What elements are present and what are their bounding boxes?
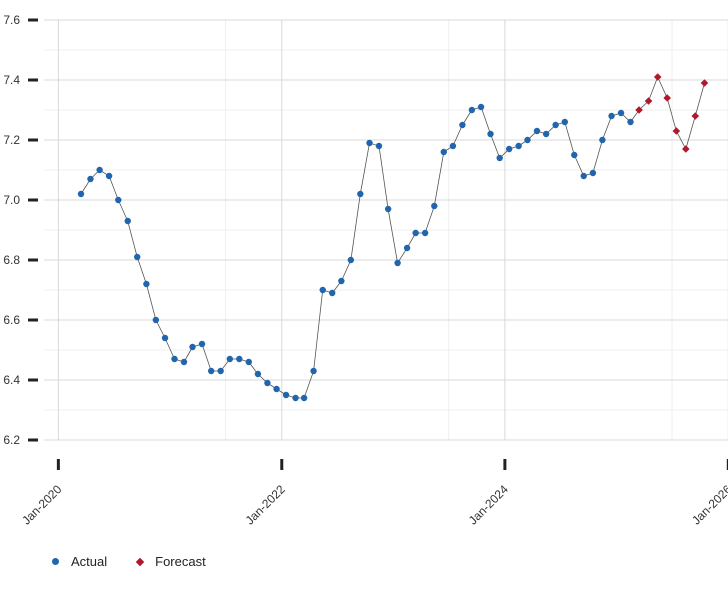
point-actual — [505, 145, 513, 153]
point-actual — [552, 121, 559, 129]
point-actual — [96, 166, 103, 174]
point-actual — [394, 259, 401, 267]
point-actual — [226, 355, 234, 363]
x-tick-label: Jan-2022 — [243, 482, 289, 528]
point-actual — [412, 229, 419, 237]
point-actual — [366, 139, 373, 147]
point-forecast — [644, 97, 653, 105]
point-actual — [161, 334, 169, 342]
x-tick-label: Jan-2020 — [19, 482, 65, 528]
point-actual — [180, 358, 188, 366]
legend-item-forecast[interactable]: Forecast — [135, 554, 206, 569]
point-actual — [589, 169, 597, 177]
legend-marker-actual — [52, 558, 59, 565]
point-actual — [198, 340, 206, 348]
minor-grid — [44, 20, 728, 440]
point-actual — [487, 130, 494, 138]
point-actual — [207, 367, 215, 375]
point-actual — [217, 367, 224, 375]
point-actual — [143, 280, 150, 288]
point-forecast — [700, 79, 709, 87]
y-tick-label: 7.2 — [3, 133, 20, 147]
point-actual — [357, 190, 364, 198]
point-actual — [282, 391, 290, 399]
series-points — [77, 73, 709, 402]
point-actual — [477, 103, 485, 111]
y-tick-label: 6.4 — [3, 373, 20, 387]
point-forecast — [663, 94, 671, 102]
point-actual — [403, 244, 411, 252]
point-actual — [515, 142, 522, 150]
point-actual — [580, 172, 587, 180]
point-actual — [524, 136, 531, 144]
point-actual — [561, 118, 568, 126]
point-actual — [152, 316, 160, 324]
point-actual — [338, 277, 345, 285]
point-actual — [571, 151, 578, 159]
point-actual — [421, 229, 429, 237]
point-actual — [627, 118, 634, 126]
point-actual — [375, 142, 383, 150]
point-actual — [468, 106, 476, 114]
x-tick-label: Jan-2026 — [689, 482, 728, 528]
point-actual — [236, 355, 243, 363]
point-forecast — [635, 106, 643, 114]
x-tick-label: Jan-2024 — [466, 482, 512, 528]
y-tick-label: 6.2 — [3, 433, 20, 447]
point-actual — [533, 127, 541, 135]
legend-item-actual[interactable]: Actual — [52, 554, 107, 569]
point-actual — [171, 355, 178, 363]
point-actual — [134, 253, 141, 261]
legend-marker-forecast — [135, 557, 145, 566]
point-actual — [264, 379, 271, 387]
point-actual — [254, 370, 262, 378]
x-axis: Jan-2020 Jan-2022 Jan-2024 Jan-2026 — [19, 459, 728, 528]
point-actual — [319, 286, 326, 294]
point-actual — [542, 130, 550, 138]
point-actual — [273, 385, 280, 393]
legend-label-forecast: Forecast — [155, 554, 206, 569]
point-forecast — [691, 112, 700, 120]
point-forecast — [653, 73, 662, 81]
point-actual — [77, 190, 85, 198]
chart-legend: Actual Forecast — [52, 554, 236, 569]
point-actual — [87, 175, 94, 183]
y-tick-label: 6.8 — [3, 253, 20, 267]
point-forecast — [672, 127, 681, 135]
y-tick-label: 7.0 — [3, 193, 20, 207]
point-actual — [245, 358, 252, 366]
point-forecast — [682, 145, 690, 153]
point-actual — [292, 394, 299, 402]
y-tick-label: 7.6 — [3, 13, 20, 27]
major-grid — [44, 19, 728, 441]
point-actual — [105, 172, 113, 180]
point-actual — [300, 394, 308, 402]
y-tick-label: 7.4 — [3, 73, 20, 87]
point-actual — [115, 196, 122, 204]
point-actual — [599, 136, 606, 144]
point-actual — [310, 367, 317, 375]
point-actual — [431, 202, 438, 210]
point-actual — [329, 289, 336, 297]
point-actual — [124, 217, 131, 225]
point-actual — [496, 154, 503, 162]
point-actual — [440, 148, 447, 156]
legend-label-actual: Actual — [71, 554, 108, 569]
point-actual — [617, 109, 625, 117]
point-actual — [608, 112, 615, 120]
y-axis: 6.2 6.4 6.6 6.8 7.0 7.2 7.4 7.6 — [3, 13, 38, 447]
point-actual — [347, 256, 355, 264]
point-actual — [459, 121, 466, 129]
point-actual — [449, 142, 457, 150]
point-actual — [189, 343, 196, 351]
point-actual — [384, 205, 392, 213]
y-tick-label: 6.6 — [3, 313, 20, 327]
